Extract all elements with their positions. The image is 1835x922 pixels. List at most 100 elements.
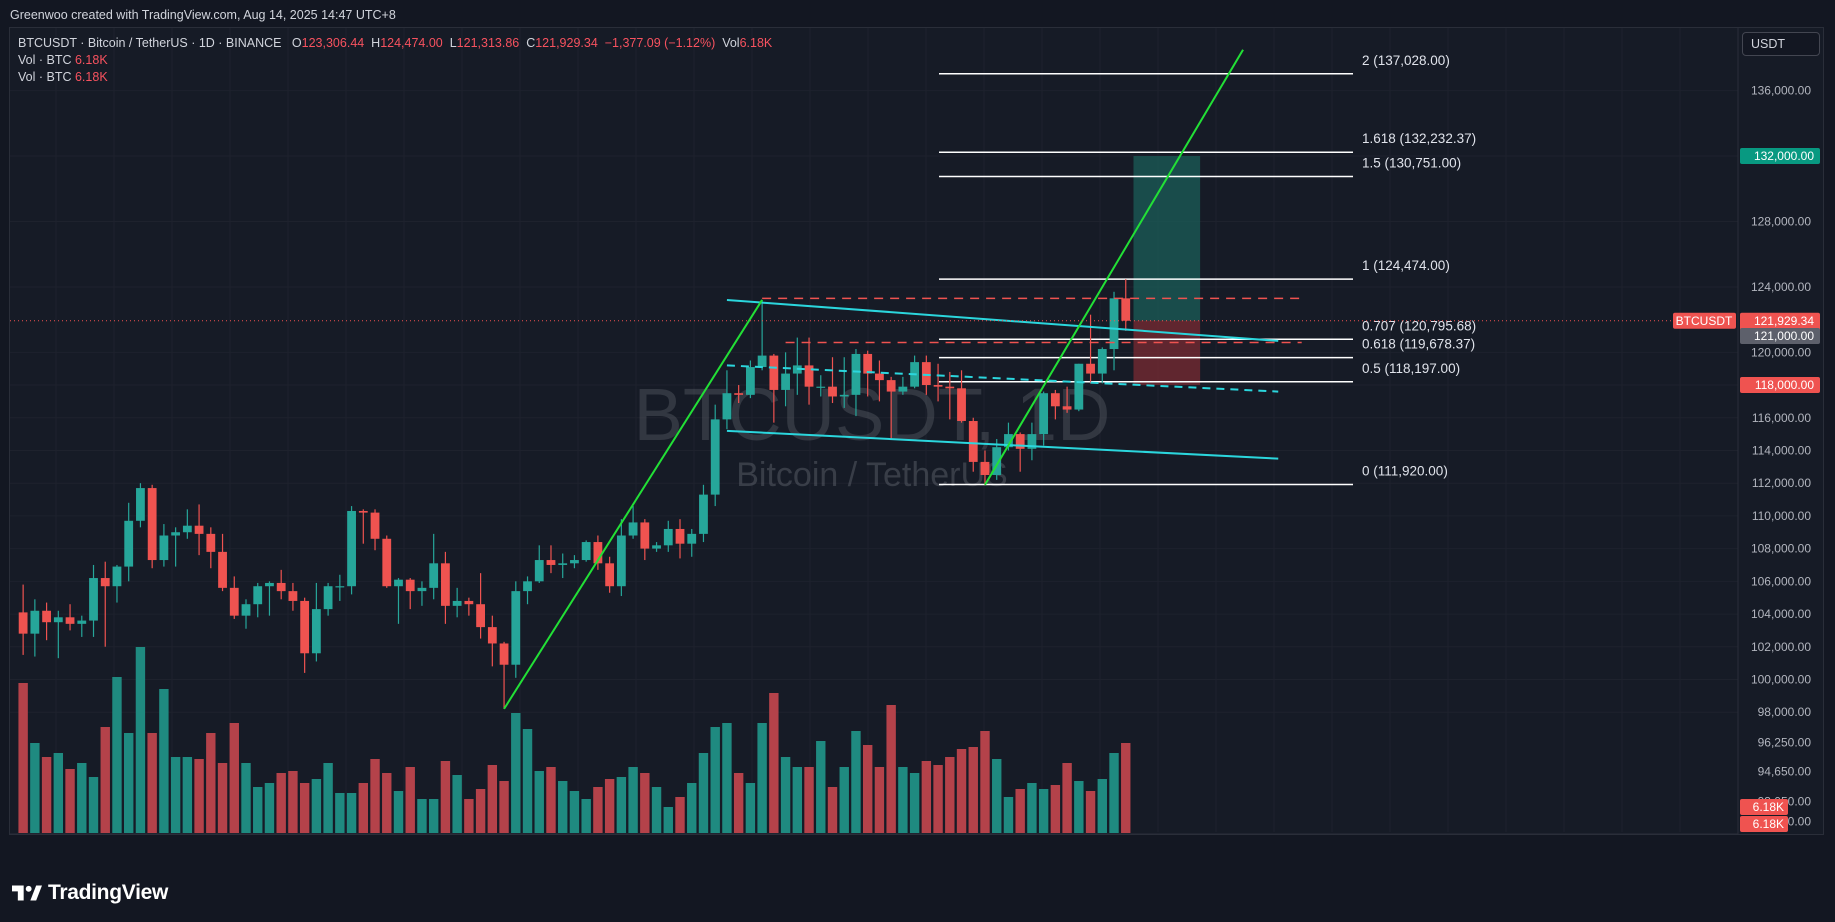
volume-bar [147,733,157,833]
fib-level-label: 1.618 (132,232.37) [1362,131,1476,146]
legend-volume-row[interactable]: Vol · BTC 6.18K [18,52,772,69]
volume-bar [18,683,28,833]
legend-volume-value: 6.18K [74,70,108,84]
candle-body [1121,298,1131,321]
candle-body [558,563,568,565]
candle-body [1097,349,1107,374]
volume-bar [862,745,873,833]
candle-body [276,582,286,592]
fib-level-label: 2 (137,028.00) [1362,53,1450,68]
price-axis-label: 102,000.00 [1751,640,1811,654]
candle-body [218,551,227,588]
candle [804,337,814,405]
candle-body [1074,363,1084,410]
candle-body [710,419,720,495]
volume-bars [18,647,1131,833]
candle [476,573,485,639]
volume-bar [816,741,826,833]
candle-body [300,600,310,654]
candle [147,484,157,569]
volume-tag-bg [1740,799,1788,815]
volume-bar [393,791,404,833]
price-axis: 136,000.00 132,000.00 128,000.00 124,000.00… [1751,84,1811,829]
candle [1121,279,1131,331]
volume-bar [206,733,216,833]
candle-body [1015,434,1025,449]
candle-body [147,488,157,561]
candle [265,581,274,616]
price-tag-bg [1740,327,1820,344]
candle [1086,314,1095,384]
legend-close: 121,929.34 [535,36,598,50]
candle-body [159,535,169,561]
candle [616,519,626,597]
volume-bar [159,689,169,833]
volume-bar [511,713,521,833]
volume-bar [687,783,697,833]
volume-bar [335,793,345,833]
candle-body [253,586,263,605]
tradingview-brand[interactable]: TradingView [12,881,168,905]
fib-level-label: 1 (124,474.00) [1362,258,1450,273]
candle [229,576,239,619]
candle-body [487,627,497,644]
trendline-green [984,49,1244,486]
candle [206,527,216,569]
target-zone [1133,156,1201,321]
fib-level-label: 0.5 (118,197.00) [1362,361,1460,376]
volume-bar [1027,783,1037,833]
candle-body [745,367,755,395]
volume-bar [522,729,533,833]
candle [992,439,1002,480]
legend-volume-row[interactable]: Vol · BTC 6.18K [18,69,772,86]
trend-drawings [10,49,1738,710]
candle [875,360,884,402]
candle [241,599,251,629]
volume-bar [299,783,310,833]
candle-body [945,386,955,389]
candle [781,352,790,407]
volume-bar [452,775,462,833]
volume-bar [288,771,298,833]
channel-bottom-line [726,429,1279,460]
volume-bar [241,763,251,833]
price-axis-label: 110,000.00 [1752,509,1811,523]
volume-bar [1050,785,1061,833]
price-axis-label: 112,000.00 [1752,476,1811,490]
fib-level-label: 1.5 (130,751.00) [1362,155,1461,170]
volume-bar [558,781,568,833]
currency-selector[interactable]: USDT [1742,32,1820,56]
top-credit-bar: Greenwoo created with TradingView.com, A… [0,0,1835,27]
price-tag-bg [1740,377,1820,394]
candle-body [1050,393,1060,407]
watermark-name: Bitcoin / TetherUS [736,456,1008,494]
candle [1109,291,1119,371]
price-axis-label: 116,000.00 [1752,411,1811,425]
candle [945,371,955,420]
candle [898,376,908,395]
watermark-symbol: BTCUSDT, 1D [634,373,1111,456]
candle [663,520,673,552]
candle [570,555,579,569]
volume-bar [968,747,978,833]
chart-frame[interactable] [9,27,1824,835]
candle-body [136,488,145,521]
candle-body [605,563,615,587]
candle [300,597,310,673]
candle-body [394,579,403,587]
candle-body [769,355,779,390]
candle [687,528,697,557]
volume-bar [182,757,193,833]
candle [171,527,181,567]
candle-body [194,525,204,534]
candle [828,357,837,404]
candle-body [663,528,673,546]
symbol-tag-bg [1673,312,1736,329]
candle-body [980,461,990,475]
position-zones [1133,156,1201,386]
volume-bar [53,753,64,833]
legend-symbol: BTCUSDT · Bitcoin / TetherUS · 1D · BINA… [18,36,282,50]
volume-bar [217,763,228,833]
volume-bar [921,761,932,833]
